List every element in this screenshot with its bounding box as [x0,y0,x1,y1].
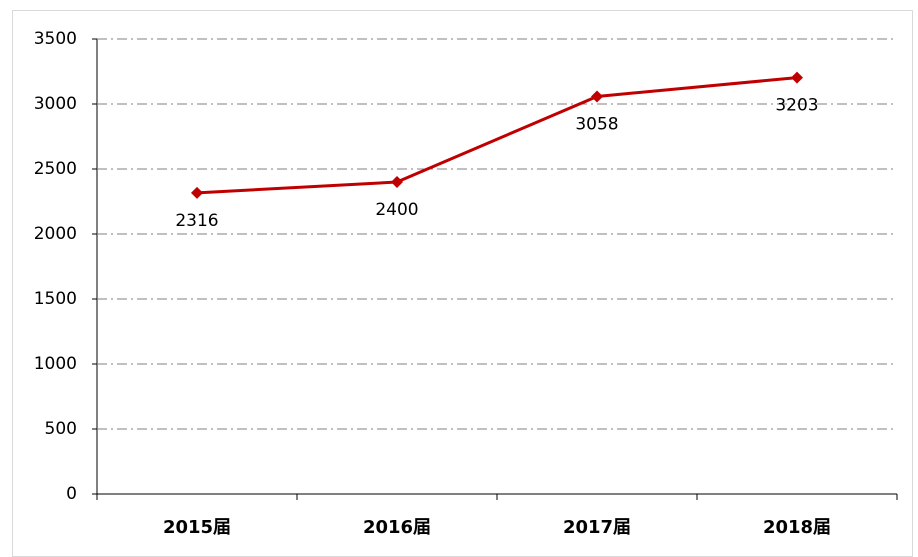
marker [391,176,403,188]
marker [191,186,203,199]
marker [591,90,603,103]
x-tick-label: 2015届 [163,517,231,538]
data-label: 3203 [775,96,818,116]
y-tick-label: 1500 [34,289,77,309]
line [196,76,798,195]
x-tick-label: 2016届 [363,517,431,538]
chart-border [12,10,913,557]
data-label: 2316 [175,211,218,231]
x-tick-label: 2018届 [763,517,831,538]
marker [791,71,803,84]
y-tick-label: 500 [45,419,77,439]
y-tick-label: 3500 [34,29,77,49]
y-tick-label: 3000 [34,94,77,114]
x-tick-label: 2017届 [563,517,631,538]
y-tick-label: 0 [66,484,77,504]
y-tick-label: 2500 [34,159,77,179]
data-label: 2400 [375,200,418,220]
y-tick-label: 1000 [34,354,77,374]
y-tick-label: 2000 [34,224,77,244]
data-label: 3058 [575,114,618,134]
